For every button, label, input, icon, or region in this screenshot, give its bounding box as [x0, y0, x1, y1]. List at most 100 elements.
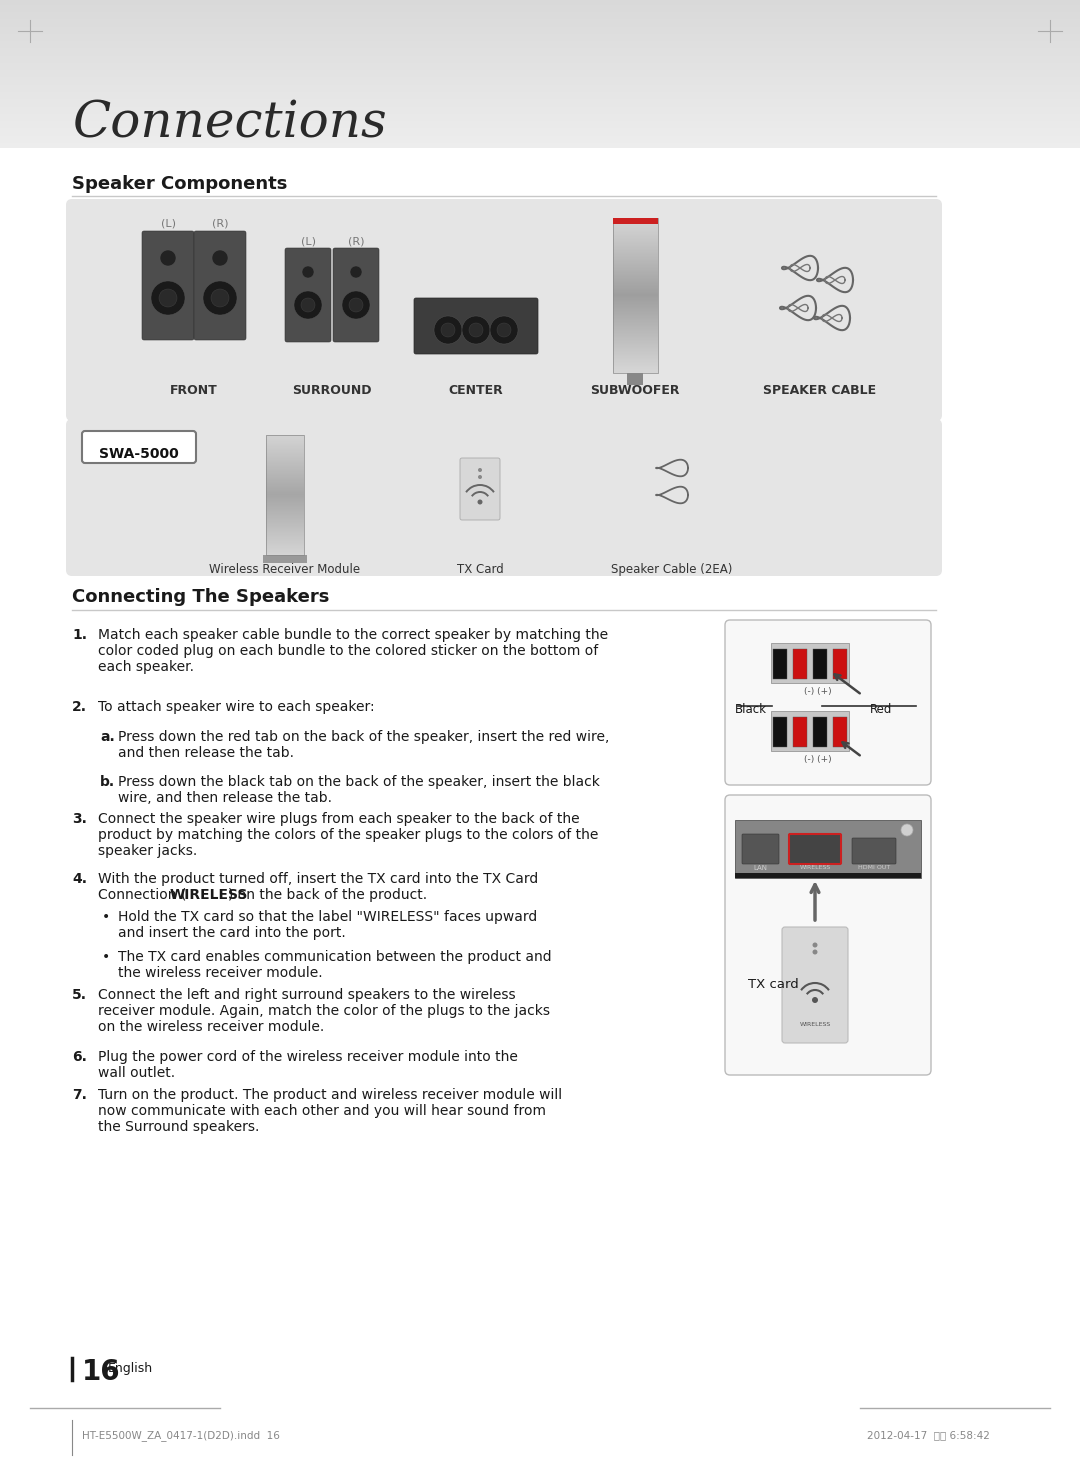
Text: ) on the back of the product.: ) on the back of the product. [228, 887, 427, 902]
Text: Connections: Connections [72, 99, 387, 148]
Text: With the product turned off, insert the TX card into the TX Card: With the product turned off, insert the … [98, 873, 538, 886]
Text: English: English [108, 1362, 153, 1375]
FancyBboxPatch shape [285, 248, 330, 342]
FancyBboxPatch shape [742, 834, 779, 864]
FancyBboxPatch shape [66, 419, 942, 575]
Text: TX card: TX card [748, 979, 799, 991]
FancyBboxPatch shape [725, 796, 931, 1075]
Bar [773, 649, 787, 679]
Bar [813, 717, 827, 747]
Text: CENTER: CENTER [448, 385, 503, 396]
Text: Plug the power cord of the wireless receiver module into the
wall outlet.: Plug the power cord of the wireless rece… [98, 1050, 518, 1080]
FancyBboxPatch shape [194, 231, 246, 340]
Text: 6.: 6. [72, 1050, 86, 1063]
Text: (L): (L) [300, 237, 315, 246]
Text: WIRELESS: WIRELESS [170, 887, 248, 902]
Circle shape [462, 317, 490, 345]
Text: (-) (+): (-) (+) [805, 754, 832, 765]
Text: HT-E5500W_ZA_0417-1(D2D).indd  16: HT-E5500W_ZA_0417-1(D2D).indd 16 [82, 1430, 280, 1441]
Text: SURROUND: SURROUND [293, 385, 372, 396]
Bar [833, 717, 847, 747]
Bar [613, 217, 658, 373]
FancyBboxPatch shape [414, 297, 538, 353]
FancyBboxPatch shape [852, 839, 896, 864]
Text: LAN: LAN [753, 865, 767, 871]
Circle shape [212, 250, 228, 266]
Text: b.: b. [100, 775, 116, 788]
Text: Black: Black [735, 703, 767, 716]
Text: To attach speaker wire to each speaker:: To attach speaker wire to each speaker: [98, 700, 375, 714]
Circle shape [490, 317, 518, 345]
Text: HDMI OUT: HDMI OUT [858, 865, 890, 870]
Text: Match each speaker cable bundle to the correct speaker by matching the
color cod: Match each speaker cable bundle to the c… [98, 629, 608, 674]
Text: WIRELESS: WIRELESS [799, 1022, 831, 1026]
Text: SPEAKER CABLE: SPEAKER CABLE [764, 385, 877, 396]
Text: Connecting The Speakers: Connecting The Speakers [72, 589, 329, 606]
Circle shape [497, 322, 511, 337]
FancyBboxPatch shape [725, 620, 931, 785]
Text: 7.: 7. [72, 1089, 86, 1102]
Circle shape [901, 824, 913, 836]
FancyBboxPatch shape [460, 458, 500, 521]
Text: 1.: 1. [72, 629, 87, 642]
FancyBboxPatch shape [333, 248, 379, 342]
Text: (L): (L) [161, 217, 175, 228]
Circle shape [812, 950, 818, 954]
Circle shape [441, 322, 455, 337]
Text: Wireless Receiver Module: Wireless Receiver Module [210, 563, 361, 575]
Text: Connect the speaker wire plugs from each speaker to the back of the
product by m: Connect the speaker wire plugs from each… [98, 812, 598, 858]
Text: WIRELESS: WIRELESS [799, 865, 831, 870]
Circle shape [477, 500, 483, 504]
Bar [627, 373, 643, 385]
Text: 5.: 5. [72, 988, 87, 1001]
Bar [773, 717, 787, 747]
Circle shape [350, 266, 362, 278]
Bar [813, 649, 827, 679]
Text: Connect the left and right surround speakers to the wireless
receiver module. Ag: Connect the left and right surround spea… [98, 988, 550, 1034]
Text: Connection (: Connection ( [98, 887, 187, 902]
Text: •: • [102, 950, 110, 964]
Bar [793, 717, 807, 747]
Circle shape [478, 467, 482, 472]
Text: SUBWOOFER: SUBWOOFER [591, 385, 679, 396]
Text: TX Card: TX Card [457, 563, 503, 575]
Text: SWA-5000: SWA-5000 [99, 447, 179, 461]
Circle shape [812, 997, 818, 1003]
Text: •: • [102, 910, 110, 924]
Text: Press down the black tab on the back of the speaker, insert the black
wire, and : Press down the black tab on the back of … [118, 775, 599, 805]
Text: FRONT: FRONT [171, 385, 218, 396]
Text: (R): (R) [348, 237, 364, 246]
Circle shape [211, 288, 229, 308]
FancyBboxPatch shape [141, 231, 194, 340]
Text: Hold the TX card so that the label "WIRELESS" faces upward
and insert the card i: Hold the TX card so that the label "WIRE… [118, 910, 537, 941]
Circle shape [469, 322, 483, 337]
Text: 2.: 2. [72, 700, 87, 714]
Circle shape [342, 291, 370, 319]
Bar [266, 435, 303, 555]
Circle shape [160, 250, 176, 266]
Text: (-) (+): (-) (+) [805, 688, 832, 697]
Circle shape [478, 475, 482, 479]
Bar [833, 649, 847, 679]
Bar [771, 711, 849, 751]
Text: 3.: 3. [72, 812, 86, 825]
Circle shape [812, 942, 818, 948]
Circle shape [159, 288, 177, 308]
Text: 2012-04-17  오후 6:58:42: 2012-04-17 오후 6:58:42 [867, 1430, 990, 1441]
Text: a.: a. [100, 731, 114, 744]
Bar [771, 643, 849, 683]
Circle shape [151, 281, 185, 315]
FancyBboxPatch shape [782, 927, 848, 1043]
Text: (R): (R) [212, 217, 228, 228]
Text: Press down the red tab on the back of the speaker, insert the red wire,
and then: Press down the red tab on the back of th… [118, 731, 609, 760]
Bar [264, 555, 307, 563]
Circle shape [302, 266, 314, 278]
Bar [735, 873, 921, 879]
Circle shape [203, 281, 237, 315]
Circle shape [301, 297, 315, 312]
Text: 16: 16 [82, 1358, 121, 1386]
Text: Turn on the product. The product and wireless receiver module will
now communica: Turn on the product. The product and wir… [98, 1089, 562, 1134]
Text: Speaker Cable (2EA): Speaker Cable (2EA) [611, 563, 732, 575]
Circle shape [434, 317, 462, 345]
Text: Speaker Components: Speaker Components [72, 175, 287, 192]
